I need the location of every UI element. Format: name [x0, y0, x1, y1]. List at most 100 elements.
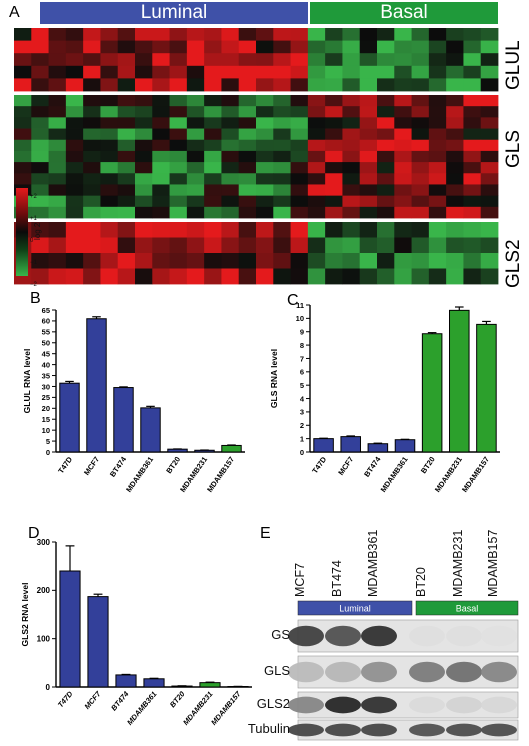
heatmap-cell — [428, 65, 447, 79]
heatmap-cell — [394, 28, 412, 41]
heatmap-cell — [307, 195, 326, 208]
blot-band — [481, 625, 517, 647]
heatmap-cell — [325, 222, 343, 238]
heatmap-cell — [411, 28, 430, 41]
heatmap-cell — [100, 53, 119, 67]
blot-band — [361, 723, 397, 737]
heatmap-cell — [204, 222, 222, 238]
heatmap-cell — [221, 222, 240, 238]
heatmap-cell — [152, 106, 170, 118]
heatmap-cell — [273, 106, 291, 118]
heatmap-cell — [65, 162, 84, 174]
heatmap-cell — [135, 173, 153, 185]
heatmap-cell — [411, 268, 430, 285]
heatmap-cell — [135, 253, 153, 269]
heatmap-cell — [359, 253, 378, 269]
heatmap-cell — [48, 206, 67, 219]
heatmap-cell — [290, 173, 309, 185]
heatmap-cell — [428, 237, 447, 254]
heatmap-cell — [325, 173, 343, 185]
heatmap-cell — [14, 162, 32, 174]
heatmap-cell — [152, 128, 170, 141]
heatmap-cell — [135, 128, 153, 141]
heatmap-cell — [359, 139, 378, 152]
heatmap-cell — [342, 173, 361, 185]
heatmap-cell — [256, 78, 274, 92]
heatmap-cell — [411, 78, 430, 92]
heatmap-cell — [117, 106, 136, 118]
y-tick-label: 65 — [42, 306, 50, 315]
heatmap-cell — [169, 222, 188, 238]
heatmap-cell — [65, 128, 84, 141]
heatmap-group-luminal: Luminal — [40, 2, 308, 24]
heatmap-cell — [273, 173, 291, 185]
heatmap-cell — [238, 195, 257, 208]
heatmap-cell — [48, 237, 67, 254]
heatmap-cell — [394, 150, 412, 163]
y-tick-label: 10 — [42, 426, 50, 435]
heatmap-cell — [325, 53, 343, 67]
y-tick-label: 10 — [296, 314, 304, 323]
heatmap-cell — [65, 184, 84, 197]
heatmap-cell — [31, 40, 49, 54]
heatmap-cell — [152, 222, 170, 238]
heatmap-cell — [307, 222, 326, 238]
heatmap-cell — [204, 106, 222, 118]
heatmap-cell — [342, 28, 361, 41]
blot-band — [288, 625, 324, 647]
heatmap-cell — [14, 53, 32, 67]
heatmap-cell — [325, 78, 343, 92]
heatmap-cell — [463, 65, 482, 79]
heatmap-cell — [169, 253, 188, 269]
heatmap-cell — [446, 162, 464, 174]
cell-line-label: MDAMB157 — [486, 530, 500, 597]
heatmap-cell — [83, 150, 101, 163]
heatmap-cell — [446, 150, 464, 163]
heatmap-cell — [359, 28, 378, 41]
heatmap-cell — [204, 150, 222, 163]
heatmap-cell — [290, 28, 309, 41]
heatmap-cell — [186, 237, 205, 254]
heatmap-cell — [446, 237, 464, 254]
heatmap-cell — [411, 65, 430, 79]
heatmap-cell — [14, 65, 32, 79]
heatmap-cell — [428, 173, 447, 185]
heatmap-cell — [480, 53, 499, 67]
heatmap-cell — [152, 268, 170, 285]
heatmap-cell — [169, 195, 188, 208]
blot-row-label: GLS2 — [257, 696, 290, 711]
heatmap-cell — [256, 195, 274, 208]
y-tick-label: 15 — [42, 415, 50, 424]
heatmap-cell — [342, 40, 361, 54]
heatmap-cell — [480, 95, 499, 107]
cell-line-label: MDAMB361 — [366, 530, 380, 597]
heatmap-cell — [394, 268, 412, 285]
y-tick-label: 20 — [42, 404, 50, 413]
heatmap-cell — [273, 268, 291, 285]
blot-band — [446, 696, 482, 714]
heatmap-cell — [394, 237, 412, 254]
heatmap-cell — [290, 95, 309, 107]
heatmap-group-basal-label: Basal — [380, 2, 428, 23]
heatmap-cell — [83, 65, 101, 79]
heatmap-cell — [480, 237, 499, 254]
heatmap-cell — [446, 65, 464, 79]
heatmap-cell — [152, 28, 170, 41]
heatmap-cell — [359, 65, 378, 79]
heatmap-cell — [359, 95, 378, 107]
heatmap-cell — [307, 78, 326, 92]
heatmap-cell — [377, 173, 395, 185]
heatmap-cell — [117, 173, 136, 185]
heatmap-cell — [152, 162, 170, 174]
heatmap-cell — [290, 253, 309, 269]
heatmap-cell — [480, 206, 499, 219]
heatmap-cell — [256, 106, 274, 118]
heatmap-cell — [100, 128, 119, 141]
heatmap-cell — [394, 139, 412, 152]
heatmap-cell — [446, 206, 464, 219]
heatmap-cell — [135, 184, 153, 197]
heatmap-cell — [307, 95, 326, 107]
heatmap-cell — [325, 162, 343, 174]
colorbar-tick: 0 — [30, 238, 34, 244]
heatmap-cell — [65, 117, 84, 129]
